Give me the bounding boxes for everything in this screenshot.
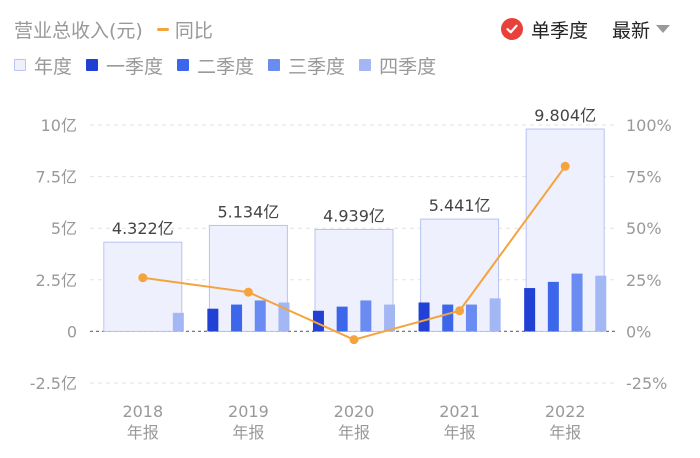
annual-bar — [525, 128, 605, 332]
quarter-bar — [360, 300, 372, 332]
series-legend: 年度 一季度 二季度 三季度 四季度 — [0, 50, 700, 80]
quarter-bar — [172, 312, 184, 332]
quarter-bar — [254, 300, 266, 332]
quarter-bar — [489, 298, 501, 332]
quarter-bar — [231, 304, 243, 332]
annual-bar — [208, 224, 288, 332]
annual-value-label: 4.939亿 — [323, 206, 385, 225]
quarter-bar — [384, 304, 396, 332]
quarter-bar — [524, 288, 536, 332]
single-quarter-toggle[interactable]: 单季度 — [530, 19, 588, 42]
quarter-bar — [571, 273, 583, 332]
annual-value-label: 5.134亿 — [217, 202, 279, 221]
legend-q1[interactable]: 一季度 — [86, 52, 163, 79]
y-right-tick-label: 25% — [626, 271, 662, 290]
y-right-tick-label: -25% — [626, 374, 667, 393]
chevron-down-icon — [656, 25, 670, 33]
chart-title: 营业总收入(元) — [14, 19, 143, 42]
yoy-point — [455, 306, 465, 316]
legend-q4-label: 四季度 — [379, 55, 437, 78]
x-tick-sublabel: 年报 — [444, 423, 476, 442]
legend-q4[interactable]: 四季度 — [359, 52, 436, 79]
annual-value-label: 5.441亿 — [429, 196, 491, 215]
q2-swatch — [177, 59, 190, 71]
yoy-point — [243, 287, 253, 297]
y-right-tick-label: 0% — [626, 322, 651, 341]
legend-q2[interactable]: 二季度 — [177, 52, 254, 79]
q4-swatch — [359, 59, 372, 71]
latest-dropdown[interactable]: 最新 — [612, 16, 670, 43]
y-left-tick-label: 0 — [67, 322, 77, 341]
annual-value-label: 4.322亿 — [112, 219, 174, 238]
quarter-bar — [547, 281, 559, 332]
annual-bar — [314, 228, 394, 332]
x-tick-label: 2018 — [122, 402, 163, 421]
y-left-tick-label: -2.5亿 — [30, 374, 77, 393]
yoy-point — [560, 161, 570, 171]
y-left-tick-label: 10亿 — [41, 116, 77, 135]
legend-yoy-label: 同比 — [174, 19, 213, 42]
legend-q2-label: 二季度 — [197, 55, 255, 78]
y-left-tick-label: 5亿 — [51, 219, 77, 238]
quarter-bar — [278, 302, 290, 332]
check-icon[interactable] — [500, 18, 523, 40]
quarter-bar — [595, 275, 607, 332]
x-tick-sublabel: 年报 — [549, 423, 581, 442]
yoy-point — [138, 273, 148, 283]
q1-swatch — [86, 59, 99, 71]
year-swatch — [14, 59, 26, 71]
yoy-point — [349, 335, 359, 345]
x-tick-sublabel: 年报 — [338, 423, 370, 442]
x-tick-label: 2019 — [228, 402, 269, 421]
x-tick-sublabel: 年报 — [127, 423, 159, 442]
yoy-line-swatch — [156, 27, 169, 31]
legend-q1-label: 一季度 — [106, 55, 164, 78]
quarter-bar — [207, 308, 219, 332]
y-left-tick-label: 2.5亿 — [36, 271, 77, 290]
y-right-tick-label: 100% — [626, 116, 672, 135]
chart-header: 营业总收入(元) 同比 — [0, 14, 700, 44]
latest-dropdown-label: 最新 — [611, 19, 650, 42]
quarter-bar — [312, 310, 324, 332]
quarter-bar — [465, 304, 477, 332]
x-tick-sublabel: 年报 — [232, 423, 264, 442]
annual-bar — [103, 241, 183, 332]
x-tick-label: 2020 — [334, 402, 375, 421]
x-tick-label: 2021 — [439, 402, 480, 421]
legend-year[interactable]: 年度 — [14, 52, 72, 79]
y-right-tick-label: 50% — [626, 219, 662, 238]
y-left-tick-label: 7.5亿 — [36, 168, 77, 187]
quarter-bar — [336, 306, 348, 332]
quarter-bar — [442, 304, 454, 332]
legend-year-label: 年度 — [34, 55, 73, 78]
chart-controls: 单季度 最新 — [500, 14, 670, 44]
legend-q3-label: 三季度 — [288, 55, 346, 78]
legend-yoy[interactable]: 同比 — [156, 16, 213, 43]
x-tick-label: 2022 — [545, 402, 586, 421]
quarter-bar — [418, 302, 430, 332]
y-right-tick-label: 75% — [626, 168, 662, 187]
legend-q3[interactable]: 三季度 — [268, 52, 345, 79]
q3-swatch — [268, 59, 281, 71]
annual-value-label: 9.804亿 — [534, 106, 596, 125]
